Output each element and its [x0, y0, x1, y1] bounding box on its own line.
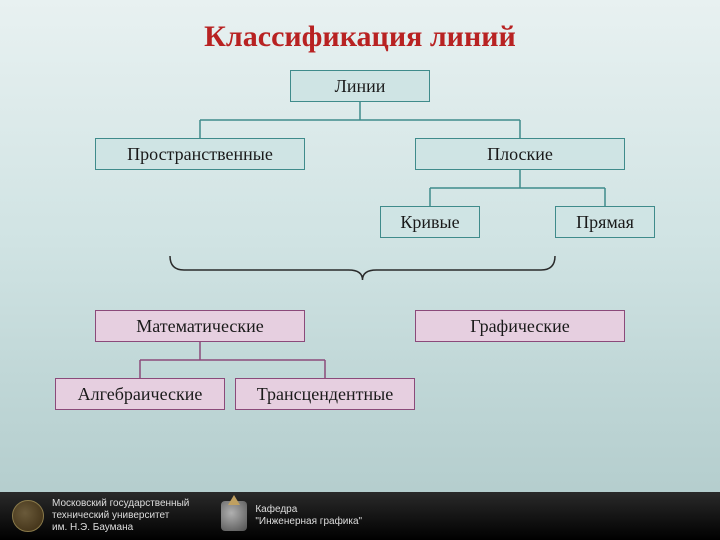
slide-title: Классификация линий: [0, 20, 720, 54]
footer-org1-line1: Московский государственный: [52, 498, 189, 510]
node-curves: Кривые: [380, 206, 480, 238]
footer-bar: Московский государственный технический у…: [0, 492, 720, 540]
node-spatial: Пространственные: [95, 138, 305, 170]
node-algebraic: Алгебраические: [55, 378, 225, 410]
department-crest-icon: [221, 501, 247, 531]
footer-org1-line3: им. Н.Э. Баумана: [52, 522, 189, 534]
node-lines: Линии: [290, 70, 430, 102]
node-straight: Прямая: [555, 206, 655, 238]
node-transcend: Трансцендентные: [235, 378, 415, 410]
node-graphic: Графические: [415, 310, 625, 342]
slide: Классификация линий Линии Пространственны…: [0, 0, 720, 540]
footer-org2-line2: "Инженерная графика": [255, 516, 362, 528]
footer-org2-line1: Кафедра: [255, 504, 362, 516]
footer-org1: Московский государственный технический у…: [52, 498, 189, 534]
university-crest-icon: [12, 500, 44, 532]
node-math: Математические: [95, 310, 305, 342]
footer-org2: Кафедра "Инженерная графика": [255, 504, 362, 528]
footer-org1-line2: технический университет: [52, 510, 189, 522]
node-flat: Плоские: [415, 138, 625, 170]
